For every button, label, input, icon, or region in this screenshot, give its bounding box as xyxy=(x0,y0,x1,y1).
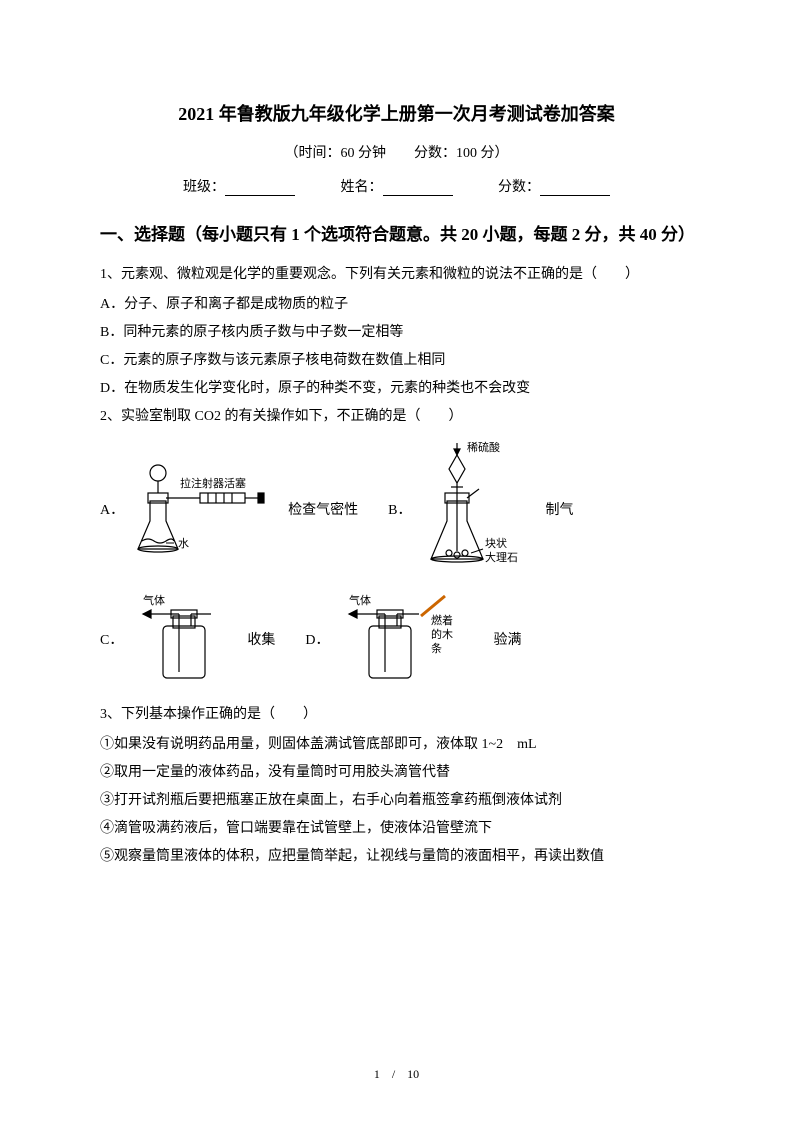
exam-subtitle: （时间：60 分钟 分数：100 分） xyxy=(100,142,693,162)
q1-option-a: A．分子、原子和离子都是成物质的粒子 xyxy=(100,291,693,319)
label-splint3: 条 xyxy=(431,641,442,655)
q1-option-c: C．元素的原子序数与该元素原子核电荷数在数值上相同 xyxy=(100,347,693,375)
q3-o1: ①如果没有说明药品用量，则固体盖满试管底部即可，液体取 1~2 mL xyxy=(100,731,693,759)
label-marble2: 大理石 xyxy=(485,550,518,564)
diagram-d-verify-icon: 气体 燃着 的木 条 xyxy=(335,586,485,691)
label-acid: 稀硫酸 xyxy=(467,441,500,454)
label-gas-d: 气体 xyxy=(349,593,371,607)
q1-stem: 1、元素观、微粒观是化学的重要观念。下列有关元素和微粒的说法不正确的是（ ） xyxy=(100,261,693,289)
class-blank[interactable] xyxy=(225,180,295,196)
q2-caption-a: 检查气密性 xyxy=(288,499,358,519)
page-title: 2021 年鲁教版九年级化学上册第一次月考测试卷加答案 xyxy=(100,100,693,126)
q3-o3: ③打开试剂瓶后要把瓶塞正放在桌面上，右手心向着瓶签拿药瓶倒液体试剂 xyxy=(100,787,693,815)
q2-caption-d: 验满 xyxy=(493,629,521,649)
score-label: 分数： xyxy=(498,180,540,195)
q2-option-b: B． xyxy=(388,441,573,576)
q1-option-b: B．同种元素的原子核内质子数与中子数一定相等 xyxy=(100,319,693,347)
q2-option-c: C． 气体 xyxy=(100,586,275,691)
q3-o2: ②取用一定量的液体药品，没有量筒时可用胶头滴管代替 xyxy=(100,759,693,787)
class-label: 班级： xyxy=(183,180,225,195)
q2-option-d: D． 气体 xyxy=(305,586,521,691)
label-splint1: 燃着 xyxy=(431,613,453,627)
q2-label-a: A． xyxy=(100,499,124,519)
score-blank[interactable] xyxy=(540,180,610,196)
q3-o4: ④滴管吸满药液后，管口端要靠在试管壁上，使液体沿管壁流下 xyxy=(100,815,693,843)
student-info-line: 班级： 姓名： 分数： xyxy=(100,176,693,196)
label-water: 水 xyxy=(178,537,189,550)
q2-row-2: C． 气体 xyxy=(100,586,693,691)
q2-caption-c: 收集 xyxy=(247,629,275,649)
name-blank[interactable] xyxy=(383,180,453,196)
label-gas-c: 气体 xyxy=(143,593,165,607)
label-syringe: 拉注射器活塞 xyxy=(180,476,246,490)
q2-stem: 2、实验室制取 CO2 的有关操作如下，不正确的是（ ） xyxy=(100,403,693,431)
q3-o5: ⑤观察量筒里液体的体积，应把量筒举起，让视线与量筒的液面相平，再读出数值 xyxy=(100,843,693,871)
page-number: 1 / 10 xyxy=(0,1065,793,1082)
name-label: 姓名： xyxy=(341,180,383,195)
q3-stem: 3、下列基本操作正确的是（ ） xyxy=(100,701,693,729)
diagram-c-collect-icon: 气体 xyxy=(129,586,239,691)
q2-label-d: D． xyxy=(305,629,329,649)
label-marble1: 块状 xyxy=(485,536,507,550)
q2-row-1: A． xyxy=(100,441,693,576)
diagram-a-airtight-icon: 拉注射器活塞 水 xyxy=(130,451,280,566)
q1-option-d: D．在物质发生化学变化时，原子的种类不变，元素的种类也不会改变 xyxy=(100,375,693,403)
q2-option-a: A． xyxy=(100,451,358,566)
diagram-b-generate-icon: 稀硫酸 块状 大理石 xyxy=(417,441,537,576)
q2-label-b: B． xyxy=(388,499,411,519)
section-1-header: 一、选择题（每小题只有 1 个选项符合题意。共 20 小题，每题 2 分，共 4… xyxy=(100,216,693,253)
q2-label-c: C． xyxy=(100,629,123,649)
q2-caption-b: 制气 xyxy=(545,499,573,519)
label-splint2: 的木 xyxy=(431,627,453,641)
